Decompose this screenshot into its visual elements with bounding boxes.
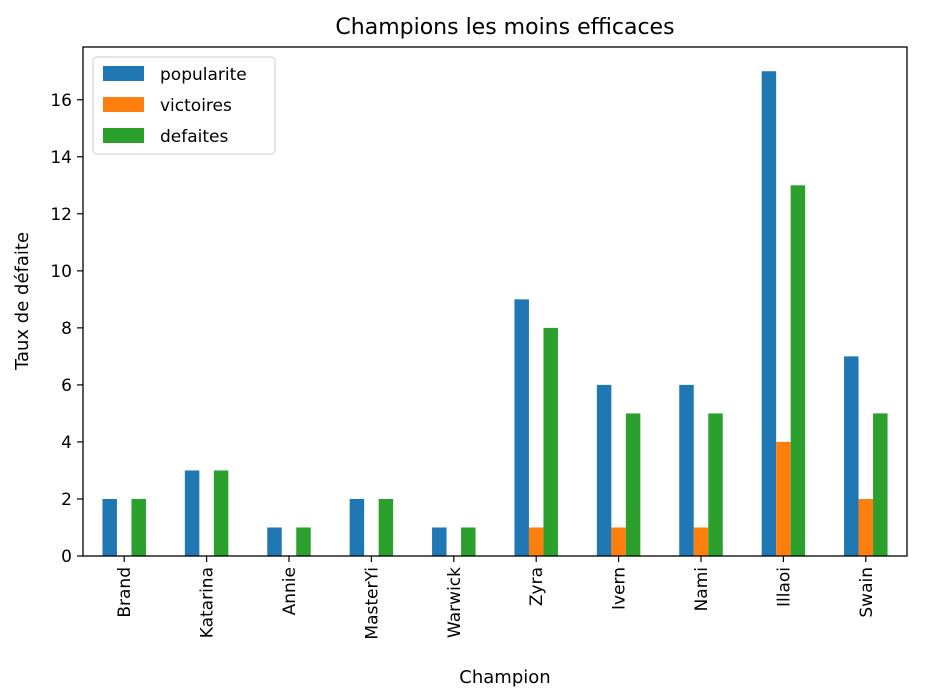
y-tick-label: 6 [61, 376, 72, 396]
bar-defaites-brand [131, 498, 146, 556]
y-tick-label: 4 [61, 433, 72, 453]
bar-defaites-nami [708, 413, 723, 556]
y-tick-label: 2 [61, 490, 72, 510]
x-tick-label: Katarina [198, 567, 218, 638]
y-tick-label: 12 [50, 205, 72, 225]
x-axis-label: Champion [459, 667, 550, 688]
y-tick-label: 8 [61, 319, 72, 339]
x-tick-label: Illaoi [774, 567, 794, 607]
bar-popularite-katarina [184, 470, 200, 556]
bar-defaites-annie [296, 527, 311, 556]
bar-victoires-swain [858, 498, 874, 556]
bar-popularite-ivern [596, 384, 612, 556]
bar-popularite-annie [267, 527, 282, 556]
y-axis: 0 2 4 6 8 10 12 14 16 [50, 91, 83, 567]
bar-defaites-ivern [625, 413, 641, 556]
legend-label-victoires: victoires [160, 96, 232, 116]
x-tick-label: Annie [280, 567, 300, 615]
bar-popularite-zyra [514, 299, 529, 556]
x-tick-label: Brand [115, 567, 135, 618]
legend-label-popularite: popularite [160, 65, 247, 85]
bar-popularite-masteryi [349, 498, 365, 556]
bars-group [102, 71, 888, 556]
legend-swatch-popularite [103, 66, 144, 81]
plot-area: 0 2 4 6 8 10 12 14 16 Brand Katarina Annie MasterYi… [50, 46, 908, 640]
bar-popularite-illaoi [761, 71, 777, 556]
bar-popularite-swain [844, 356, 859, 556]
bar-victoires-nami [693, 527, 709, 556]
x-tick-label: Ivern [610, 567, 630, 610]
legend: popularite victoires defaites [92, 56, 276, 155]
legend-swatch-defaites [103, 128, 144, 143]
x-tick-label: Swain [857, 567, 877, 618]
bar-defaites-swain [873, 413, 888, 556]
bar-defaites-warwick [461, 527, 476, 556]
y-tick-label: 0 [61, 547, 72, 567]
bar-popularite-brand [102, 498, 117, 556]
bar-victoires-illaoi [776, 441, 791, 556]
x-tick-label: MasterYi [362, 567, 382, 640]
y-tick-label: 14 [50, 148, 72, 168]
axes-frame [82, 46, 908, 557]
bar-victoires-zyra [528, 527, 544, 556]
legend-items: popularite victoires defaites [103, 65, 247, 147]
bar-victoires-ivern [611, 527, 626, 556]
y-axis-label: Taux de défaite [12, 232, 33, 371]
chart-title: Champions les moins efficaces [335, 15, 674, 40]
x-tick-label: Warwick [445, 567, 465, 638]
bar-popularite-nami [679, 384, 694, 556]
x-tick-label: Zyra [527, 567, 547, 606]
bar-popularite-warwick [432, 527, 447, 556]
bar-defaites-masteryi [378, 498, 394, 556]
bar-defaites-illaoi [790, 185, 806, 556]
legend-label-defaites: defaites [160, 127, 229, 147]
y-tick-label: 10 [50, 262, 72, 282]
x-tick-label: Nami [692, 567, 712, 611]
legend-swatch-victoires [103, 97, 144, 112]
x-axis: Brand Katarina Annie MasterYi Warwick Zyra Ive… [115, 556, 877, 640]
bar-defaites-zyra [543, 327, 558, 556]
y-tick-label: 16 [50, 91, 72, 111]
bar-defaites-katarina [213, 470, 229, 556]
